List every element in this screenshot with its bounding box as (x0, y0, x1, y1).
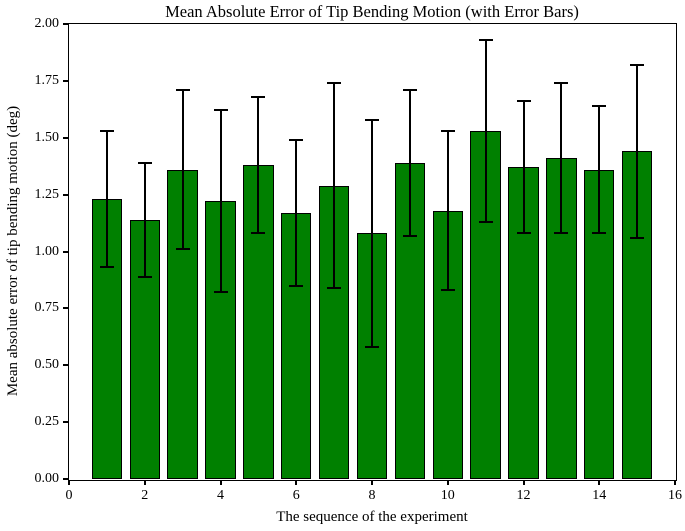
y-tick-label: 1.75 (34, 72, 60, 88)
x-tick (143, 480, 146, 485)
x-tick (674, 480, 676, 485)
x-tick (522, 480, 525, 485)
x-tick-label: 4 (217, 488, 224, 503)
x-tick (295, 480, 298, 485)
x-tick (68, 480, 70, 485)
x-axis-label: The sequence of the experiment (276, 509, 468, 525)
x-tick-label: 12 (516, 488, 531, 503)
x-tick (446, 480, 449, 485)
x-tick (371, 480, 373, 485)
x-tick-label: 8 (368, 488, 376, 503)
x-tick (219, 480, 222, 485)
x-tick-label: 6 (292, 488, 300, 503)
y-tick-label: 2.00 (34, 16, 60, 31)
x-tick-label: 10 (440, 488, 455, 503)
y-tick-label: 0.00 (34, 471, 60, 486)
x-tick-label: 16 (668, 488, 682, 503)
plot-area (67, 22, 677, 481)
x-tick-label: 0 (65, 488, 73, 503)
x-tick (598, 480, 601, 485)
x-tick-label: 2 (141, 488, 149, 503)
y-tick-label: 0.25 (34, 414, 60, 430)
chart-title: Mean Absolute Error of Tip Bending Motio… (165, 2, 579, 21)
x-tick-label: 14 (592, 488, 607, 503)
y-axis-label: Mean absolute error of tip bending motio… (5, 105, 21, 397)
